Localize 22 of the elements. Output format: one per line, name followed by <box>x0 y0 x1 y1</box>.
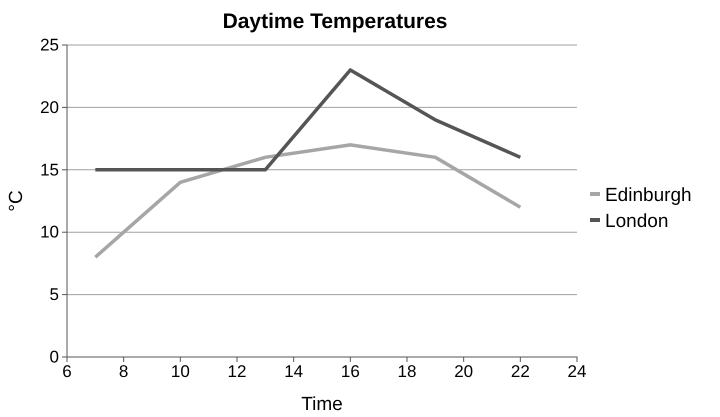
y-axis-title: °C <box>6 190 27 212</box>
x-tick-label: 16 <box>340 362 360 382</box>
x-tick-label: 6 <box>62 362 72 382</box>
x-tick-label: 14 <box>284 362 304 382</box>
y-tick-label: 5 <box>50 285 59 304</box>
x-axis-title: Time <box>301 394 343 415</box>
x-tick-label: 18 <box>398 362 416 382</box>
x-tick-label: 20 <box>454 362 474 382</box>
x-tick-label: 22 <box>510 362 530 382</box>
x-tick-label: 12 <box>228 362 246 382</box>
line-series <box>94 68 522 172</box>
x-tick-label: 10 <box>170 362 190 382</box>
y-tick-label: 20 <box>40 98 59 117</box>
y-tick-label: 10 <box>40 222 59 242</box>
y-tick-label: 15 <box>40 160 59 180</box>
y-tick-label: 25 <box>40 35 59 54</box>
x-tick-label: 24 <box>568 362 586 382</box>
legend-label: Edinburgh <box>605 185 692 206</box>
legend-label: London <box>605 211 668 232</box>
y-tick-label: 0 <box>50 347 59 366</box>
chart-title: Daytime Temperatures <box>222 10 448 33</box>
x-tick-label: 8 <box>118 362 128 382</box>
